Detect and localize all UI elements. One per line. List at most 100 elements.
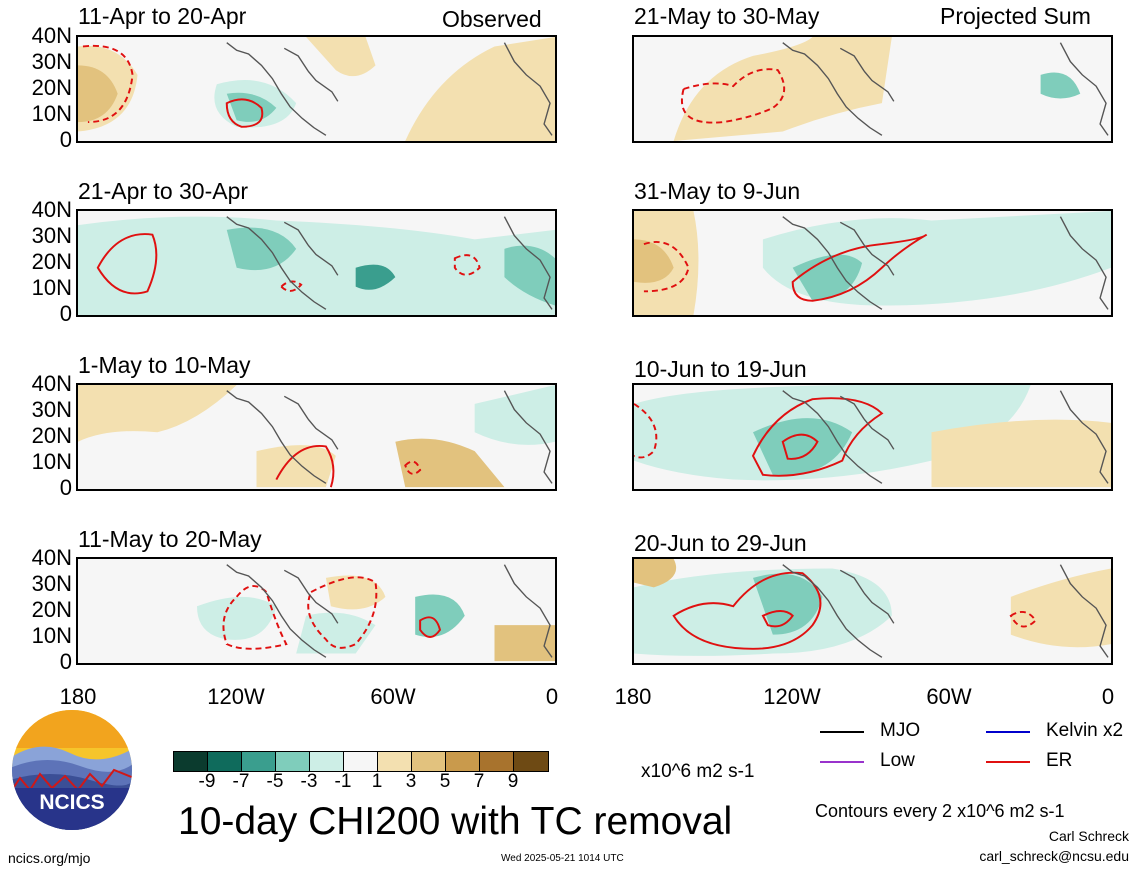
anomaly-shading xyxy=(78,385,237,442)
ncics-logo-icon: NCICS xyxy=(12,710,132,830)
legend-label-mjo: MJO xyxy=(880,720,921,741)
er-contour xyxy=(82,44,134,124)
map-frame xyxy=(76,383,557,491)
x-label: 0 xyxy=(1101,684,1115,709)
colorbar-swatch xyxy=(344,752,378,771)
map-frame xyxy=(632,557,1113,665)
author: Carl Schreck xyxy=(1048,828,1129,844)
main-title: 10-day CHI200 with TC removal xyxy=(178,800,733,843)
colorbar-swatch xyxy=(208,752,242,771)
colorbar-label: 7 xyxy=(473,771,485,792)
legend-line-kelvin xyxy=(986,731,1030,733)
coastline xyxy=(226,216,553,310)
panel-title: 21-May to 30-May xyxy=(634,3,820,29)
y-label: 10N xyxy=(31,101,72,126)
er-contour xyxy=(751,397,884,477)
anomaly-shading xyxy=(78,216,555,315)
x-label: 60W xyxy=(926,684,972,709)
y-label: 40N xyxy=(31,197,72,222)
y-label: 10N xyxy=(31,623,72,648)
y-label: 0 xyxy=(59,475,72,500)
er-contour xyxy=(643,241,690,293)
y-label: 20N xyxy=(31,75,72,100)
panel-title: 10-Jun to 19-Jun xyxy=(634,356,807,382)
anomaly-shading xyxy=(1010,568,1111,648)
map-field xyxy=(78,385,555,488)
anomaly-shading xyxy=(753,418,853,476)
anomaly-shading xyxy=(415,594,465,637)
legend-line-mjo xyxy=(820,731,864,733)
panel-note: Observed xyxy=(442,6,542,32)
map-field xyxy=(78,216,555,315)
y-label: 0 xyxy=(59,301,72,326)
anomaly-shading xyxy=(78,65,118,123)
anomaly-shading xyxy=(504,245,555,306)
anomaly-shading xyxy=(673,37,892,141)
anomaly-shading xyxy=(296,612,376,654)
map-field xyxy=(673,37,1109,141)
anomaly-shading xyxy=(306,37,376,77)
colorbar-label: 9 xyxy=(507,771,519,792)
er-contour xyxy=(1009,611,1037,628)
colorbar-label: -1 xyxy=(334,771,352,792)
map-field xyxy=(78,37,555,141)
er-contour xyxy=(634,403,658,459)
map-field xyxy=(634,559,1111,658)
er-contour xyxy=(222,585,288,650)
coastline xyxy=(226,564,553,658)
colorbar-label: -7 xyxy=(232,771,250,792)
er-contour xyxy=(761,610,794,628)
map-frame xyxy=(76,209,557,317)
coastline xyxy=(226,42,553,136)
map-frame xyxy=(76,35,557,143)
er-contour xyxy=(225,98,264,128)
y-label: 0 xyxy=(59,649,72,674)
colorbar-units: x10^6 m2 s-1 xyxy=(641,761,755,782)
x-label: 180 xyxy=(59,684,97,709)
colorbar-label: 3 xyxy=(405,771,417,792)
er-contour xyxy=(96,233,158,295)
colorbar-swatch xyxy=(276,752,310,771)
er-contour xyxy=(781,433,819,460)
anomaly-shading xyxy=(226,227,297,271)
x-label: 180 xyxy=(614,684,652,709)
legend-label-low: Low xyxy=(880,750,915,771)
coastline xyxy=(782,216,1109,310)
y-label: 0 xyxy=(59,127,72,152)
site-link[interactable]: ncics.org/mjo xyxy=(8,850,91,866)
contour-note: Contours every 2 x10^6 m2 s-1 xyxy=(815,801,1065,821)
legend-label-kelvin: Kelvin x2 xyxy=(1046,720,1124,741)
map-field xyxy=(197,564,555,662)
y-label: 30N xyxy=(31,397,72,422)
legend-label-er: ER xyxy=(1046,750,1073,771)
svg-text:NCICS: NCICS xyxy=(39,791,104,814)
y-label: 20N xyxy=(31,423,72,448)
er-contour xyxy=(279,280,303,292)
colorbar-label: 5 xyxy=(439,771,451,792)
x-label: 60W xyxy=(370,684,416,709)
colorbar-label: -5 xyxy=(266,771,284,792)
er-contour xyxy=(672,571,822,650)
map-field xyxy=(634,211,1111,315)
panel-note: Projected Sum xyxy=(940,3,1091,29)
anomaly-shading xyxy=(634,568,892,656)
anomaly-shading xyxy=(931,419,1111,488)
anomaly-shading xyxy=(494,625,555,662)
er-contour xyxy=(453,254,481,276)
anomaly-shading xyxy=(1040,72,1081,99)
colorbar-label: -3 xyxy=(300,771,318,792)
colorbar-swatch xyxy=(242,752,276,771)
colorbar-swatch xyxy=(412,752,446,771)
colorbar-swatch xyxy=(310,752,344,771)
coastline xyxy=(782,42,1109,136)
email-link[interactable]: carl_schreck@ncsu.edu xyxy=(979,848,1129,864)
panel-title: 31-May to 9-Jun xyxy=(634,178,801,204)
y-label: 40N xyxy=(31,371,72,396)
anomaly-shading xyxy=(355,264,396,290)
colorbar-swatch xyxy=(514,752,548,771)
er-contour xyxy=(681,68,786,124)
map-frame xyxy=(632,383,1113,491)
y-label: 40N xyxy=(31,545,72,570)
colorbar-swatch xyxy=(378,752,412,771)
y-label: 30N xyxy=(31,223,72,248)
